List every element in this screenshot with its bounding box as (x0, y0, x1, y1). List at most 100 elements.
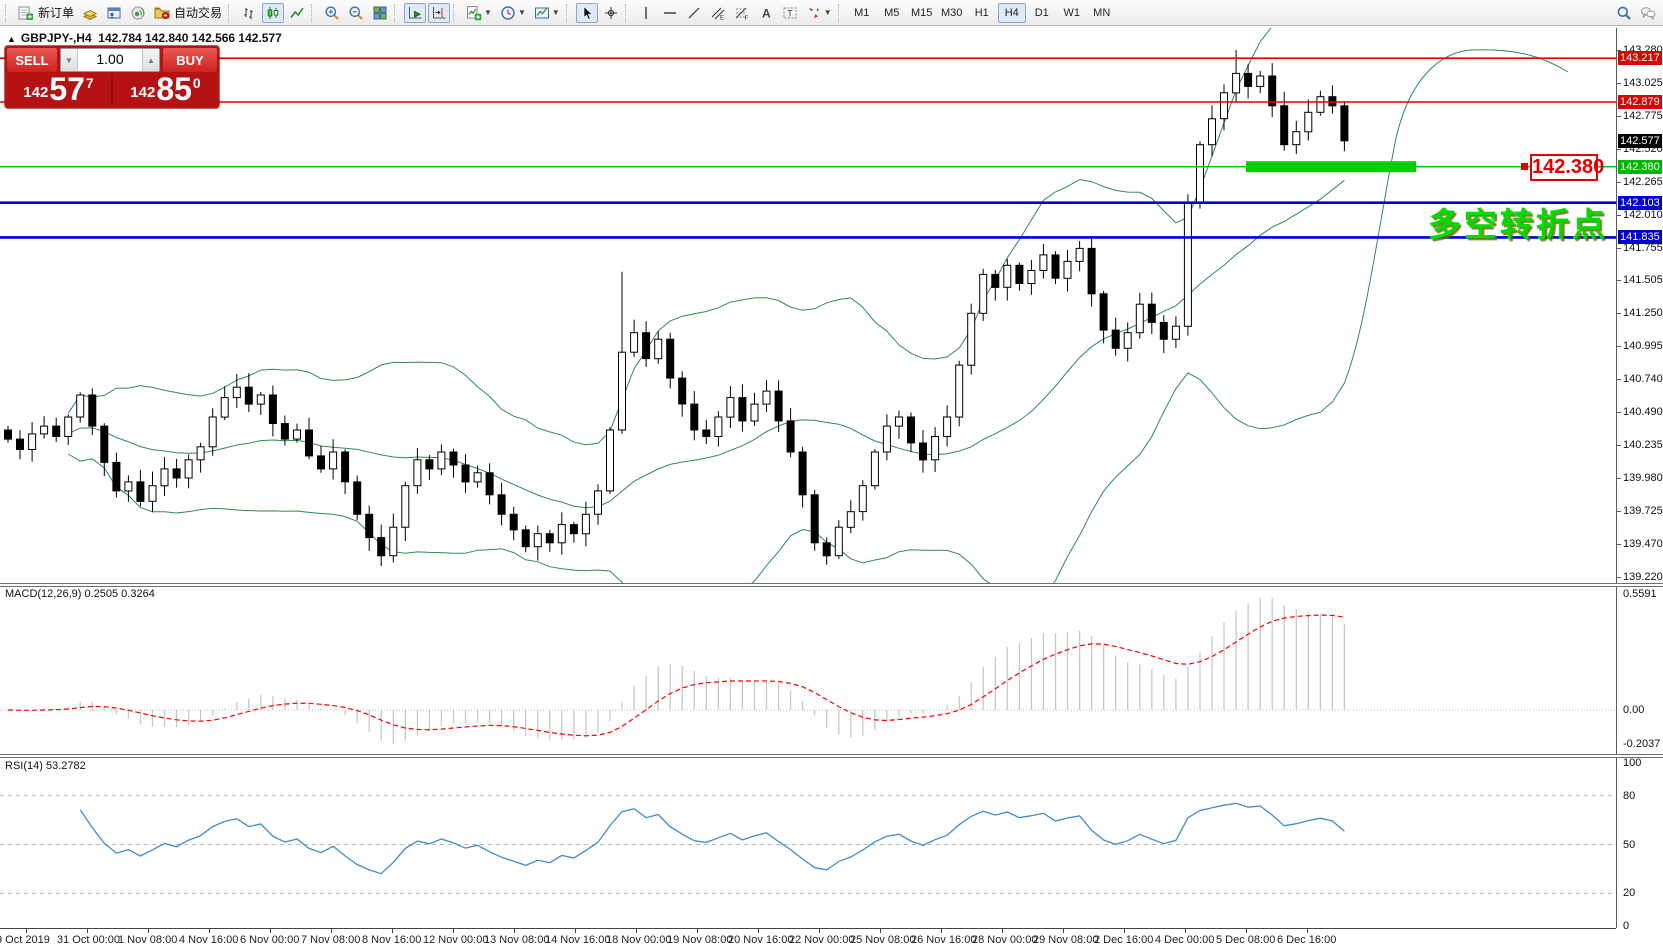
autotrading-button-label: 自动交易 (174, 6, 223, 20)
axis-tick-mark (1617, 445, 1621, 446)
toolbar: 新订单 自动交易 ▼ ▼ ▼ E F A T ▼ M1 M5 M15 M30 H1 H4 D1 W1 MN (0, 0, 1663, 26)
axis-tick-mark (1617, 313, 1621, 314)
text-button[interactable]: A (755, 3, 777, 23)
price-axis[interactable]: 143.280 143.025 142.775 142.520 142.265 142.0… (1616, 28, 1663, 932)
crosshair-button[interactable] (600, 3, 622, 23)
equidistant-channel-button[interactable]: E (707, 3, 729, 23)
axis-tick-mark (1617, 346, 1621, 347)
toolbar-group-grip[interactable] (565, 3, 571, 22)
rsi-axis-label: 20 (1623, 887, 1636, 899)
panel-splitter-rsi[interactable] (0, 754, 1663, 758)
time-tick-mark (575, 929, 576, 933)
sell-button[interactable]: SELL (7, 48, 57, 72)
axis-tick-mark (1617, 280, 1621, 281)
bollinger-bands (67, 28, 1345, 583)
toolbar-group-grip[interactable] (624, 3, 630, 22)
toolbar-group-grip[interactable] (311, 3, 316, 22)
toolbar-group-grip[interactable] (453, 3, 458, 22)
time-axis[interactable]: 9 Oct 2019 31 Oct 00:00 1 Nov 08:00 4 Nov 1… (0, 928, 1616, 951)
line-chart-button[interactable] (286, 3, 308, 23)
chart-title: ▲ GBPJPY-,H4 142.784 142.840 142.566 142.… (7, 31, 282, 45)
arrows-button-dropdown-arrow[interactable]: ▼ (823, 8, 832, 17)
tile-windows-button[interactable] (369, 3, 391, 23)
navigator-button[interactable] (127, 3, 149, 23)
bar-chart-button[interactable] (238, 3, 260, 23)
price-tick-label: 140.740 (1623, 373, 1663, 385)
new-order-button[interactable]: 新订单 (15, 3, 77, 23)
svg-text:T: T (787, 8, 793, 18)
axis-tick-mark (1617, 50, 1621, 51)
templates-button[interactable]: ▼ (531, 3, 563, 23)
callout-anchor-handle[interactable] (1521, 163, 1528, 170)
green-highlight-bar[interactable] (1246, 161, 1416, 173)
time-tick-mark (270, 929, 271, 933)
one-click-trading-panel: SELL ▼ 1.00 ▲ BUY 142 57 7 142 85 0 (5, 46, 219, 108)
cursor-button[interactable] (575, 2, 598, 23)
toolbar-group-grip[interactable] (394, 3, 399, 22)
indicators-button[interactable]: ▼ (463, 3, 495, 23)
annotation-text[interactable]: 多空转折点 (1428, 205, 1608, 244)
zoom-out-button[interactable] (345, 3, 367, 23)
chat-button[interactable] (1637, 3, 1659, 23)
time-label: 5 Dec 08:00 (1216, 934, 1276, 946)
timeframe-h1-button[interactable]: H1 (974, 6, 989, 19)
axis-tick-mark (1617, 83, 1621, 84)
rsi-axis-label: 100 (1623, 757, 1642, 769)
panel-splitter-macd[interactable] (0, 583, 1663, 587)
rsi-axis-label: 50 (1623, 839, 1636, 851)
rsi-panel-canvas[interactable] (0, 757, 1616, 928)
time-tick-mark (941, 929, 942, 933)
periods-button-dropdown-arrow[interactable]: ▼ (517, 8, 526, 17)
indicators-button-dropdown-arrow[interactable]: ▼ (484, 8, 492, 17)
timeframe-h4-button[interactable]: H4 (997, 2, 1026, 23)
trend-line-button[interactable] (683, 3, 705, 23)
price-tag-142.879: 142.879 (1618, 95, 1662, 109)
axis-tick-mark (1617, 412, 1621, 413)
text-label-button[interactable]: T (779, 3, 801, 23)
buy-price[interactable]: 142 85 0 (130, 71, 201, 107)
collapse-triangle-icon[interactable]: ▲ (7, 34, 16, 44)
time-tick-mark (453, 929, 454, 933)
timeframe-m30-button[interactable]: M30 (941, 6, 963, 19)
market-watch-button[interactable] (79, 3, 101, 23)
periods-button[interactable]: ▼ (497, 3, 529, 23)
sell-price[interactable]: 142 57 7 (23, 71, 94, 107)
vertical-line-button[interactable] (635, 3, 657, 23)
timeframe-w1-button[interactable]: W1 (1063, 6, 1080, 19)
price-level-callout[interactable]: 142.380 (1530, 154, 1604, 181)
bollinger-lower-band (67, 372, 1345, 583)
timeframe-mn-button[interactable]: MN (1093, 6, 1111, 19)
buy-button[interactable]: BUY (163, 48, 217, 72)
timeframe-m1-button[interactable]: M1 (854, 6, 870, 19)
auto-scroll-button[interactable] (404, 2, 427, 23)
toolbar-group-grip[interactable] (5, 3, 10, 22)
timeframe-m5-button[interactable]: M5 (884, 6, 900, 19)
rsi-line (79, 802, 1345, 875)
candlestick-button[interactable] (262, 2, 285, 23)
volume-decrease-button[interactable]: ▼ (61, 49, 78, 71)
arrows-button[interactable]: ▼ (803, 3, 835, 23)
autotrading-button[interactable]: 自动交易 (151, 3, 225, 23)
toolbar-group-grip[interactable] (228, 3, 233, 22)
main-chart-canvas[interactable] (0, 28, 1616, 583)
search-button[interactable] (1613, 3, 1635, 23)
timeframe-d1-button[interactable]: D1 (1034, 6, 1049, 19)
time-label: 26 Nov 16:00 (911, 934, 977, 946)
volume-increase-button[interactable]: ▲ (142, 49, 159, 71)
macd-indicator-label: MACD(12,26,9) 0.2505 0.3264 (5, 588, 155, 600)
templates-button-dropdown-arrow[interactable]: ▼ (551, 8, 560, 17)
time-tick-mark (1246, 929, 1247, 933)
data-window-button[interactable] (103, 3, 125, 23)
horizontal-line-button[interactable] (659, 3, 681, 23)
timeframe-m15-button[interactable]: M15 (911, 6, 933, 19)
zoom-in-button[interactable] (321, 3, 343, 23)
time-label: 6 Nov 00:00 (240, 934, 300, 946)
fibonacci-button[interactable]: F (731, 3, 753, 23)
macd-panel-canvas[interactable] (0, 586, 1616, 754)
svg-text:A: A (762, 6, 771, 20)
toolbar-group-grip[interactable] (837, 3, 843, 22)
volume-input[interactable]: 1.00 (96, 51, 124, 67)
price-tick-label: 142.010 (1623, 209, 1663, 221)
time-tick-mark (331, 929, 332, 933)
chart-shift-button[interactable] (428, 2, 451, 23)
